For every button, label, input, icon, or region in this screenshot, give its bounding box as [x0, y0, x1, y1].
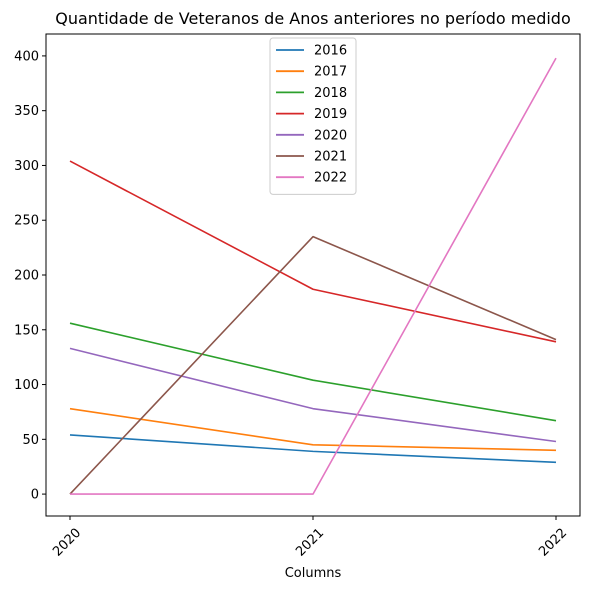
legend-label-2019: 2019: [314, 107, 347, 122]
legend-label-2020: 2020: [314, 128, 347, 143]
legend-label-2021: 2021: [314, 150, 347, 165]
y-tick-label: 100: [14, 378, 39, 393]
series-line-2018: [69, 322, 557, 422]
series-line-2021: [69, 235, 557, 495]
y-tick-label: 300: [14, 159, 39, 174]
y-tick-label: 250: [14, 214, 39, 229]
series-line-2020: [69, 347, 557, 443]
legend-label-2022: 2022: [314, 171, 347, 186]
x-tick-label: 2020: [50, 526, 84, 560]
legend-label-2017: 2017: [314, 65, 347, 80]
y-tick-label: 150: [14, 323, 39, 338]
y-tick-label: 400: [14, 49, 39, 64]
x-tick-label: 2021: [293, 526, 327, 560]
y-tick-label: 200: [14, 269, 39, 284]
legend-label-2018: 2018: [314, 86, 347, 101]
series-line-2022: [70, 57, 557, 495]
plot-area: 0 50 100 150 200 250 300 350 400 2020 2021 2022 2016…: [14, 33, 581, 560]
series-line-2017: [69, 407, 557, 452]
series-line-2019: [69, 160, 557, 343]
y-tick-label: 0: [31, 488, 39, 503]
x-axis-label: Columns: [285, 566, 342, 581]
y-tick-label: 350: [14, 104, 39, 119]
chart-title: Quantidade de Veteranos de Anos anterior…: [55, 9, 571, 28]
y-tick-label: 50: [22, 433, 39, 448]
x-tick-label: 2022: [536, 526, 570, 560]
series-line-2016: [69, 434, 557, 464]
legend-label-2016: 2016: [314, 44, 347, 59]
